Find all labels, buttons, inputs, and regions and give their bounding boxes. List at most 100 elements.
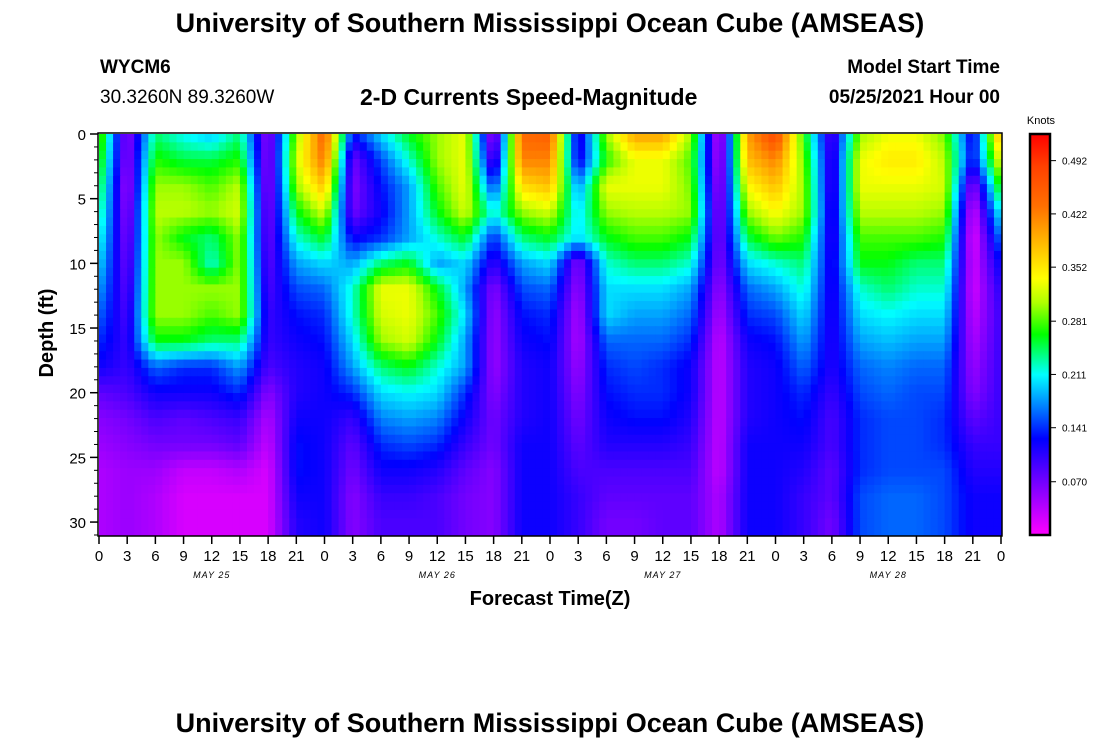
heatmap-cell xyxy=(648,225,657,235)
heatmap-cell xyxy=(324,426,333,436)
heatmap-cell xyxy=(641,159,650,169)
heatmap-cell xyxy=(289,376,297,386)
heatmap-cell xyxy=(831,326,840,336)
heatmap-cell xyxy=(225,292,234,302)
heatmap-cell xyxy=(930,142,939,152)
heatmap-cell xyxy=(197,175,206,185)
heatmap-cell xyxy=(669,317,678,327)
heatmap-cell xyxy=(366,267,375,277)
heatmap-cell xyxy=(810,376,819,386)
heatmap-cell xyxy=(761,401,770,411)
heatmap-cell xyxy=(183,259,192,269)
heatmap-cell xyxy=(338,192,347,202)
heatmap-cell xyxy=(909,309,918,319)
heatmap-cell xyxy=(493,434,502,444)
heatmap-cell xyxy=(690,301,699,311)
heatmap-cell xyxy=(373,217,382,227)
heatmap-cell xyxy=(965,434,974,444)
heatmap-cell xyxy=(662,401,671,411)
heatmap-cell xyxy=(261,217,269,227)
heatmap-cell xyxy=(254,309,262,319)
heatmap-cell xyxy=(204,443,213,453)
heatmap-cell xyxy=(634,276,643,285)
heatmap-cell xyxy=(944,342,953,352)
heatmap-cell xyxy=(796,134,805,143)
heatmap-cell xyxy=(451,384,459,394)
heatmap-cell xyxy=(838,234,847,244)
heatmap-cell xyxy=(521,259,530,269)
heatmap-cell xyxy=(979,418,988,427)
heatmap-cell xyxy=(726,267,734,277)
heatmap-cell xyxy=(986,418,995,427)
heatmap-cell xyxy=(951,309,960,319)
heatmap-cell xyxy=(113,342,121,352)
heatmap-cell xyxy=(528,259,537,269)
heatmap-cell xyxy=(261,209,269,219)
heatmap-cell xyxy=(387,217,396,227)
heatmap-cell xyxy=(402,309,410,319)
heatmap-cell xyxy=(965,134,974,143)
heatmap-cell xyxy=(662,384,671,394)
heatmap-cell xyxy=(148,384,156,394)
heatmap-cell xyxy=(620,200,629,210)
heatmap-cell xyxy=(437,392,445,402)
heatmap-cell xyxy=(437,292,445,302)
heatmap-cell xyxy=(944,175,953,185)
heatmap-cell xyxy=(310,159,319,169)
heatmap-cell xyxy=(641,134,650,143)
heatmap-cell xyxy=(99,234,107,244)
heatmap-cell xyxy=(394,242,403,252)
heatmap-cell xyxy=(923,326,932,336)
heatmap-cell xyxy=(204,192,213,202)
heatmap-cell xyxy=(888,426,896,436)
heatmap-cell xyxy=(831,225,840,235)
heatmap-cell xyxy=(824,184,833,194)
heatmap-cell xyxy=(303,284,312,294)
heatmap-cell xyxy=(352,401,361,411)
heatmap-cell xyxy=(218,225,227,235)
heatmap-cell xyxy=(380,134,389,143)
heatmap-cell xyxy=(719,150,727,160)
heatmap-cell xyxy=(176,242,185,252)
heatmap-cell xyxy=(528,284,537,294)
heatmap-cell xyxy=(972,234,981,244)
heatmap-cell xyxy=(197,242,206,252)
heatmap-cell xyxy=(627,409,636,419)
heatmap-cell xyxy=(768,184,777,194)
heatmap-cell xyxy=(239,426,248,436)
heatmap-cell xyxy=(754,409,763,419)
heatmap-cell xyxy=(176,225,185,235)
heatmap-cell xyxy=(697,418,706,427)
heatmap-cell xyxy=(500,217,509,227)
heatmap-cell xyxy=(803,384,812,394)
heatmap-cell xyxy=(141,159,149,169)
heatmap-cell xyxy=(740,276,748,285)
heatmap-cell xyxy=(444,401,452,411)
heatmap-cell xyxy=(479,301,488,311)
heatmap-cell xyxy=(557,426,565,436)
heatmap-cell xyxy=(697,392,706,402)
heatmap-cell xyxy=(817,142,826,152)
heatmap-cell xyxy=(324,392,333,402)
heatmap-cell xyxy=(500,384,509,394)
heatmap-cell xyxy=(148,200,156,210)
heatmap-cell xyxy=(120,418,128,427)
heatmap-cell xyxy=(747,426,755,436)
heatmap-cell xyxy=(472,200,481,210)
heatmap-cell xyxy=(831,250,840,260)
heatmap-cell xyxy=(853,401,861,411)
heatmap-cell xyxy=(338,309,347,319)
heatmap-cell xyxy=(803,234,812,244)
heatmap-cell xyxy=(930,292,939,302)
heatmap-cell xyxy=(310,334,319,344)
heatmap-cell xyxy=(444,184,452,194)
heatmap-cell xyxy=(937,309,946,319)
heatmap-cell xyxy=(578,443,586,453)
heatmap-cell xyxy=(303,359,312,369)
heatmap-cell xyxy=(232,259,241,269)
heatmap-cell xyxy=(486,418,495,427)
heatmap-cell xyxy=(888,451,896,461)
heatmap-cell xyxy=(197,234,206,244)
heatmap-cell xyxy=(754,259,763,269)
heatmap-cell xyxy=(655,150,664,160)
